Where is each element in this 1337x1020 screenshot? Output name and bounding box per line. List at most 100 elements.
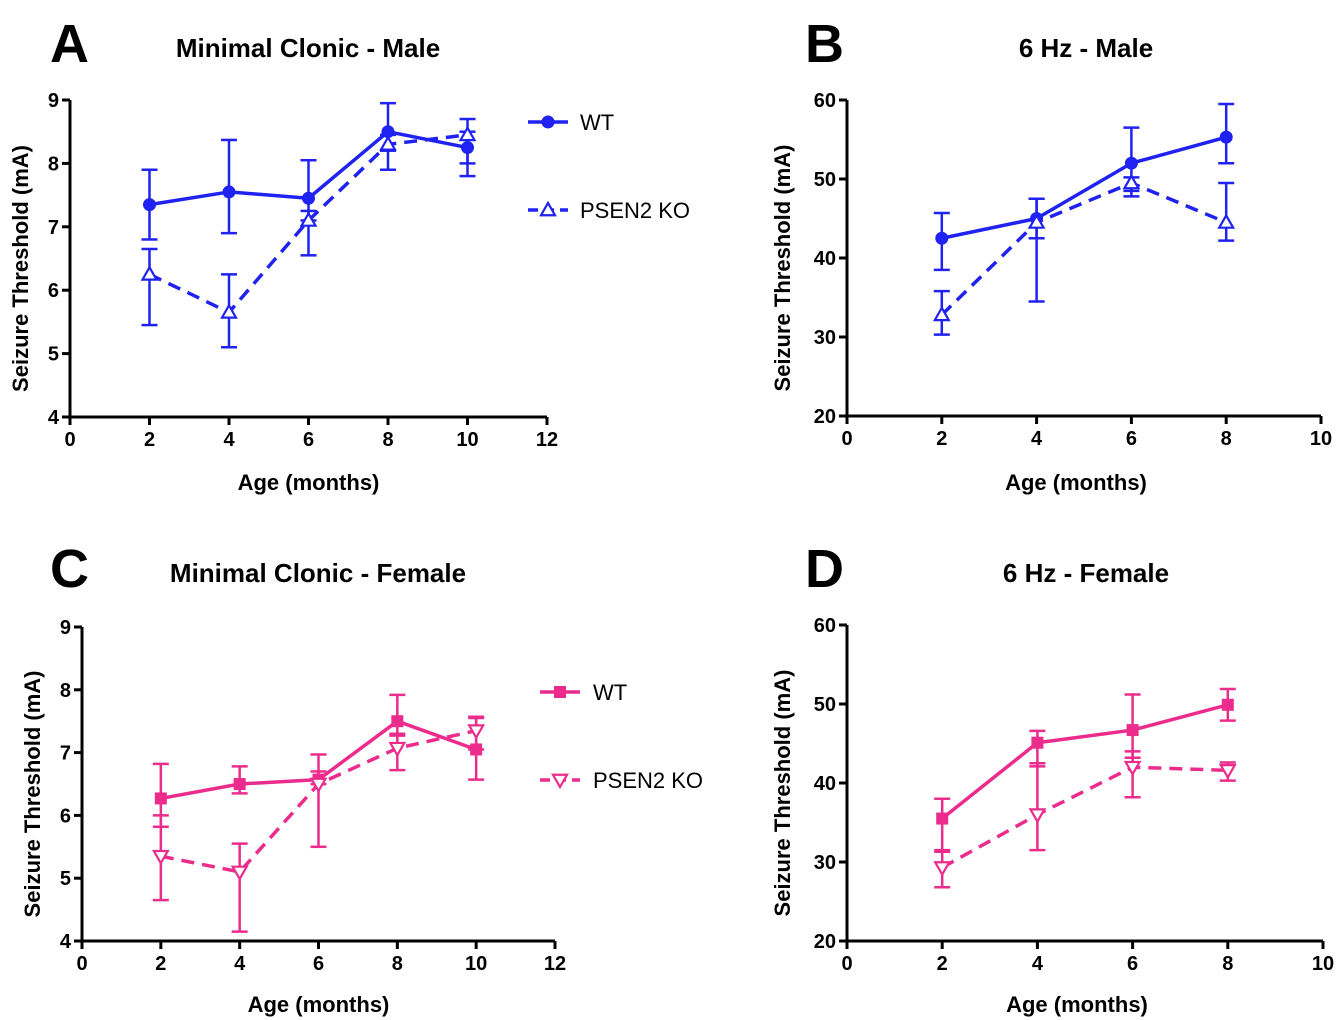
y-tick-label: 8 <box>48 153 59 175</box>
y-tick-label: 50 <box>814 169 836 191</box>
data-point <box>233 778 246 790</box>
y-tick-label: 20 <box>814 931 836 953</box>
chart-panel-a: A Minimal Clonic - Male 4 5 6 7 8 9 0 2 4 6 8 10 12 Age… <box>8 14 690 495</box>
x-tick-label: 0 <box>841 428 852 450</box>
y-tick-label: 60 <box>814 615 836 637</box>
y-tick-label: 6 <box>48 280 59 302</box>
y-tick-label: 7 <box>60 743 71 765</box>
data-point <box>222 185 236 199</box>
data-point <box>154 792 167 805</box>
legend-marker <box>539 200 557 217</box>
series-wt <box>934 687 1236 852</box>
data-point <box>302 191 315 205</box>
data-point <box>933 861 952 877</box>
chart-panel-b: B 6 Hz - Male 20 30 40 50 60 0 2 4 6 8 10 Age (months… <box>770 14 1332 495</box>
x-tick-label: 10 <box>456 429 478 451</box>
legend-marker <box>541 115 555 129</box>
panel-letter: A <box>50 14 89 74</box>
y-tick-label: 9 <box>48 90 59 112</box>
data-point <box>1028 808 1047 824</box>
x-tick-label: 0 <box>64 429 75 451</box>
data-point <box>467 724 486 740</box>
data-point <box>309 777 328 794</box>
y-axis-label: Seizure Threshold (mA) <box>770 145 795 392</box>
chart-title: Minimal Clonic - Female <box>170 558 466 588</box>
x-tick-label: 6 <box>1126 428 1137 450</box>
data-point <box>140 265 159 281</box>
x-tick-label: 10 <box>1310 428 1332 450</box>
y-tick-label: 30 <box>814 327 836 349</box>
data-point <box>932 305 951 322</box>
panel-letter: D <box>805 539 844 599</box>
x-tick-label: 4 <box>1031 428 1043 450</box>
series-line <box>941 703 1229 820</box>
x-tick-label: 4 <box>234 953 246 975</box>
y-tick-label: 5 <box>48 344 59 366</box>
data-point <box>1027 213 1046 229</box>
x-axis-label: Age (months) <box>248 992 390 1017</box>
data-point <box>1031 736 1044 749</box>
x-tick-label: 6 <box>1127 953 1138 975</box>
panel-letter: C <box>50 539 89 599</box>
data-point <box>458 125 477 142</box>
legend-label: PSEN2 KO <box>580 198 690 223</box>
x-tick-label: 2 <box>155 953 166 975</box>
legend-label: PSEN2 KO <box>593 768 703 793</box>
y-tick-label: 9 <box>60 617 71 639</box>
x-axis-label: Age (months) <box>1005 470 1147 495</box>
x-tick-label: 0 <box>76 953 87 975</box>
x-tick-label: 10 <box>1312 953 1334 975</box>
y-tick-label: 50 <box>814 694 836 716</box>
x-tick-label: 2 <box>936 428 947 450</box>
data-point <box>1124 156 1138 170</box>
x-tick-label: 4 <box>223 429 235 451</box>
legend-marker <box>551 773 569 790</box>
y-tick-label: 7 <box>48 217 59 239</box>
legend-label: WT <box>580 110 614 135</box>
y-tick-label: 20 <box>814 406 836 428</box>
legend: WT PSEN2 KO <box>528 110 690 223</box>
y-tick-label: 60 <box>814 90 836 112</box>
series-psen2-ko <box>140 117 477 349</box>
data-point <box>151 849 170 866</box>
x-tick-label: 8 <box>1221 428 1232 450</box>
chart-title: 6 Hz - Female <box>1003 558 1169 588</box>
chart-title: Minimal Clonic - Male <box>176 33 440 63</box>
x-axis-label: Age (months) <box>1006 992 1148 1017</box>
data-point <box>220 303 238 319</box>
series-psen2-ko <box>932 173 1236 336</box>
series-line <box>941 765 1228 870</box>
x-tick-label: 12 <box>536 429 558 451</box>
series-line <box>941 135 1227 240</box>
chart-panel-d: D 6 Hz - Female 20 30 40 50 60 0 2 4 6 8 10 Age (mont… <box>770 539 1334 1017</box>
data-point <box>936 812 949 825</box>
y-axis-label: Seizure Threshold (mA) <box>770 670 795 917</box>
data-point <box>935 231 949 245</box>
series-psen2-ko <box>933 750 1237 889</box>
y-tick-label: 5 <box>60 868 71 890</box>
data-point <box>379 135 397 151</box>
data-point <box>391 715 404 728</box>
series-wt <box>933 102 1235 272</box>
y-tick-label: 40 <box>814 773 836 795</box>
data-point <box>388 741 407 758</box>
y-tick-label: 40 <box>814 248 836 270</box>
y-tick-label: 8 <box>60 680 71 702</box>
data-point <box>143 198 156 212</box>
y-axis-label: Seizure Threshold (mA) <box>8 145 33 392</box>
y-tick-label: 6 <box>60 805 71 827</box>
data-point <box>1218 764 1237 780</box>
x-tick-label: 12 <box>544 953 566 975</box>
x-tick-label: 4 <box>1032 953 1044 975</box>
x-tick-label: 2 <box>144 429 155 451</box>
x-tick-label: 0 <box>841 953 852 975</box>
x-tick-label: 8 <box>1222 953 1233 975</box>
series-psen2-ko <box>151 715 486 933</box>
x-tick-label: 6 <box>303 429 314 451</box>
series-line <box>148 133 468 315</box>
data-point <box>1221 698 1234 711</box>
data-point <box>230 865 249 882</box>
legend: WT PSEN2 KO <box>540 680 703 793</box>
x-tick-label: 6 <box>313 953 324 975</box>
panel-letter: B <box>805 14 844 74</box>
